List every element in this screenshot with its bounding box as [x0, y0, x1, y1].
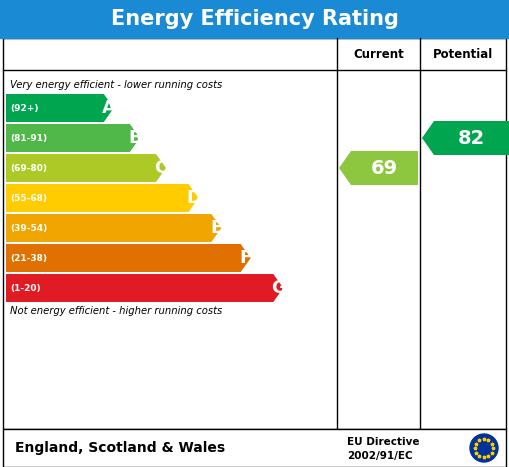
Polygon shape	[339, 151, 418, 185]
Text: B: B	[128, 129, 142, 147]
Text: C: C	[154, 159, 167, 177]
Text: E: E	[210, 219, 222, 237]
Text: (1-20): (1-20)	[10, 283, 41, 292]
Polygon shape	[6, 214, 221, 242]
Text: (92+): (92+)	[10, 104, 39, 113]
Text: D: D	[186, 189, 201, 207]
Text: (55-68): (55-68)	[10, 193, 47, 203]
Text: Potential: Potential	[433, 48, 493, 61]
Text: England, Scotland & Wales: England, Scotland & Wales	[15, 441, 225, 455]
Text: 69: 69	[371, 158, 398, 177]
Text: Very energy efficient - lower running costs: Very energy efficient - lower running co…	[10, 80, 222, 90]
Polygon shape	[6, 154, 166, 182]
Text: (81-91): (81-91)	[10, 134, 47, 142]
Polygon shape	[6, 124, 140, 152]
Text: A: A	[102, 99, 116, 117]
Text: Not energy efficient - higher running costs: Not energy efficient - higher running co…	[10, 306, 222, 316]
Bar	[3, 38, 506, 429]
Bar	[3, 429, 506, 467]
Polygon shape	[422, 121, 509, 155]
Bar	[0, 0, 509, 38]
Polygon shape	[6, 94, 114, 122]
Text: G: G	[271, 279, 286, 297]
Text: Current: Current	[353, 48, 404, 61]
Circle shape	[470, 434, 498, 462]
Polygon shape	[6, 274, 284, 302]
Text: F: F	[240, 249, 252, 267]
Text: (69-80): (69-80)	[10, 163, 47, 172]
Text: 82: 82	[458, 128, 485, 148]
Text: (21-38): (21-38)	[10, 254, 47, 262]
Text: (39-54): (39-54)	[10, 224, 47, 233]
Text: Energy Efficiency Rating: Energy Efficiency Rating	[110, 9, 399, 29]
Text: 2002/91/EC: 2002/91/EC	[347, 451, 413, 460]
Polygon shape	[6, 244, 251, 272]
Polygon shape	[6, 184, 199, 212]
Text: EU Directive: EU Directive	[347, 437, 419, 447]
